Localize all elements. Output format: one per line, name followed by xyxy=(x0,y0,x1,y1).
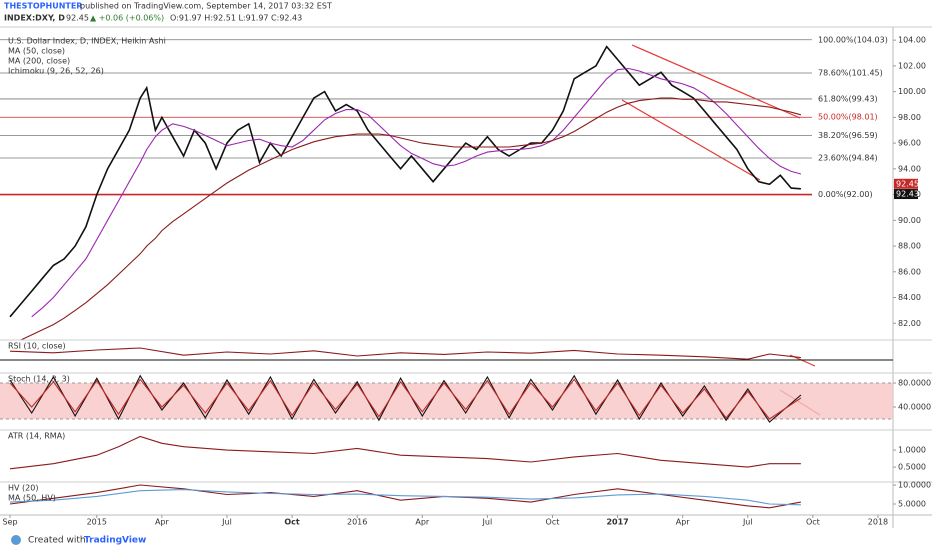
y-tick-label: 102.00 xyxy=(898,61,926,70)
y-tick-label: 100.00 xyxy=(898,87,926,96)
price-tag-label: 92.43 xyxy=(896,190,919,199)
logo xyxy=(11,535,21,545)
x-tick-label: Jul xyxy=(221,518,232,527)
x-tick-label: Apr xyxy=(415,518,430,527)
last: 92.45 xyxy=(66,14,89,23)
symbol: INDEX:DXY, D xyxy=(4,14,65,23)
y-tick-label: 10.0000 xyxy=(898,481,931,490)
panel-title: ATR (14, RMA) xyxy=(8,432,65,441)
series-line xyxy=(31,67,802,318)
series-line xyxy=(9,374,802,423)
footer-created: Created with xyxy=(28,536,86,546)
x-tick-label: 2015 xyxy=(87,518,107,527)
price-tag xyxy=(894,178,918,189)
indicator-label: Ichimoku (9, 26, 52, 26) xyxy=(8,67,104,76)
panel-title: U.S. Dollar Index, D, INDEX, Heikin Ashi xyxy=(8,37,166,46)
series-line xyxy=(9,435,801,470)
y-tick-label: 40.0000 xyxy=(898,403,931,412)
y-tick-label: 84.00 xyxy=(898,293,921,302)
footer-brand[interactable]: TradingView xyxy=(84,536,146,546)
author: THESTOPHUNTER xyxy=(4,2,82,11)
y-tick-label: 82.00 xyxy=(898,319,921,328)
x-tick-label: Oct xyxy=(806,518,820,527)
panel-title: RSI (10, close) xyxy=(8,342,66,351)
y-tick-label: 104.00 xyxy=(898,36,926,45)
published: published on TradingView.com, September … xyxy=(80,2,332,11)
x-tick-label: Jul xyxy=(742,518,753,527)
y-tick-label: 80.0000 xyxy=(898,379,931,388)
panel-title: Stoch (14, 3, 3) xyxy=(8,375,70,384)
y-tick-label: 98.00 xyxy=(898,113,921,122)
fib-label: 38.20%(96.59) xyxy=(818,131,878,140)
legend-entry: MA (200, close) xyxy=(8,57,70,66)
x-tick-label: Apr xyxy=(676,518,691,527)
legend-entry: MA (50, close) xyxy=(8,47,65,56)
indicator-label: MA (50, HV) xyxy=(8,494,56,503)
y-tick-label: 96.00 xyxy=(898,139,921,148)
fib-label: 78.60%(101.45) xyxy=(818,68,883,77)
x-tick-label: Oct xyxy=(546,518,560,527)
trend-arrow xyxy=(621,99,761,181)
panel-title: HV (20) xyxy=(8,484,38,493)
x-tick-label: Sep xyxy=(2,518,17,527)
fib-label: 23.60%(94.84) xyxy=(818,154,878,163)
fib-label: 61.80%(99.43) xyxy=(818,94,878,103)
ohlc: O:91.97 H:92.51 L:91.97 C:92.43 xyxy=(170,14,302,23)
x-tick-label: Jul xyxy=(482,518,493,527)
y-tick-label: 94.00 xyxy=(898,164,921,173)
fib-label: 0.00%(92.00) xyxy=(818,190,873,199)
change: ▲ +0.06 (+0.06%) xyxy=(90,14,164,23)
y-tick-label: 5.0000 xyxy=(898,500,926,509)
x-tick-label: Apr xyxy=(155,518,170,527)
series-line xyxy=(9,484,801,509)
x-tick-label: 2017 xyxy=(606,518,628,527)
x-tick-label: 2016 xyxy=(347,518,367,527)
series-line xyxy=(20,97,802,341)
y-tick-label: 88.00 xyxy=(898,242,921,251)
trend-arrow xyxy=(631,44,801,119)
y-tick-label: 0.5000 xyxy=(898,463,926,472)
x-tick-label: Oct xyxy=(284,518,300,527)
series-line xyxy=(9,489,801,506)
price-tag xyxy=(894,189,918,200)
price-tag-label: 92.45 xyxy=(896,179,919,188)
x-tick-label: 2018 xyxy=(868,518,888,527)
fib-label: 50.00%(98.01) xyxy=(818,113,878,122)
y-tick-label: 90.00 xyxy=(898,216,921,225)
y-tick-label: 1.0000 xyxy=(898,446,926,455)
y-tick-label: 86.00 xyxy=(898,267,921,276)
fib-label: 100.00%(104.03) xyxy=(818,35,888,44)
series-line xyxy=(9,378,802,420)
series-line xyxy=(9,347,801,360)
